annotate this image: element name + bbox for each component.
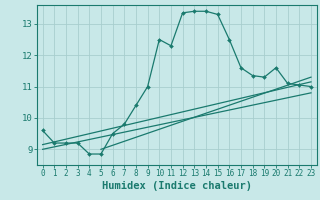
X-axis label: Humidex (Indice chaleur): Humidex (Indice chaleur) xyxy=(102,181,252,191)
